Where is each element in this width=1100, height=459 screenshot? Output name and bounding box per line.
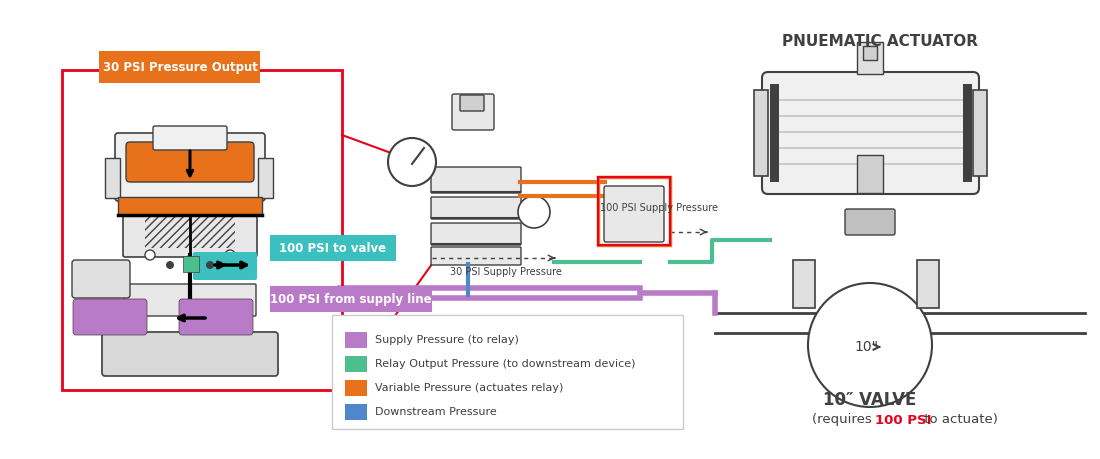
Circle shape bbox=[518, 196, 550, 228]
FancyBboxPatch shape bbox=[460, 95, 484, 111]
Text: Relay Output Pressure (to downstream device): Relay Output Pressure (to downstream dev… bbox=[375, 359, 636, 369]
Text: Supply Pressure (to relay): Supply Pressure (to relay) bbox=[375, 335, 519, 345]
FancyBboxPatch shape bbox=[124, 284, 256, 316]
FancyBboxPatch shape bbox=[179, 299, 253, 335]
FancyBboxPatch shape bbox=[452, 94, 494, 130]
Bar bbox=[145, 216, 235, 248]
Circle shape bbox=[808, 283, 932, 407]
FancyBboxPatch shape bbox=[99, 51, 260, 83]
Bar bbox=[598, 177, 670, 245]
FancyBboxPatch shape bbox=[192, 252, 257, 280]
Text: (requires: (requires bbox=[812, 414, 876, 426]
Bar bbox=[345, 404, 367, 420]
FancyBboxPatch shape bbox=[73, 299, 147, 335]
Text: 30 PSI Pressure Output: 30 PSI Pressure Output bbox=[102, 61, 257, 73]
FancyBboxPatch shape bbox=[431, 223, 521, 245]
FancyBboxPatch shape bbox=[126, 142, 254, 182]
Bar bbox=[962, 84, 972, 182]
Text: 100 PSI Supply Pressure: 100 PSI Supply Pressure bbox=[600, 203, 718, 213]
Text: 10″ VALVE: 10″ VALVE bbox=[823, 391, 916, 409]
Bar bbox=[857, 155, 883, 193]
Bar bbox=[864, 46, 877, 60]
Circle shape bbox=[145, 250, 155, 260]
Text: 100 PSI from supply line: 100 PSI from supply line bbox=[271, 292, 432, 306]
Bar bbox=[118, 197, 262, 215]
Text: to actuate): to actuate) bbox=[920, 414, 998, 426]
Bar bbox=[258, 158, 273, 198]
Circle shape bbox=[226, 250, 235, 260]
FancyBboxPatch shape bbox=[270, 286, 432, 312]
Text: 100 PSI: 100 PSI bbox=[874, 414, 932, 426]
Text: PNUEMATIC ACTUATOR: PNUEMATIC ACTUATOR bbox=[782, 34, 978, 50]
FancyBboxPatch shape bbox=[332, 315, 683, 429]
Bar bbox=[974, 90, 987, 176]
FancyBboxPatch shape bbox=[431, 167, 521, 193]
Circle shape bbox=[388, 138, 436, 186]
Bar bbox=[793, 260, 815, 308]
Bar bbox=[917, 260, 939, 308]
FancyBboxPatch shape bbox=[762, 72, 979, 194]
FancyBboxPatch shape bbox=[845, 209, 895, 235]
FancyBboxPatch shape bbox=[431, 247, 521, 265]
Text: 10": 10" bbox=[854, 340, 878, 354]
FancyBboxPatch shape bbox=[102, 332, 278, 376]
Bar bbox=[62, 70, 342, 390]
Text: Variable Pressure (actuates relay): Variable Pressure (actuates relay) bbox=[375, 383, 563, 393]
FancyBboxPatch shape bbox=[431, 197, 521, 219]
FancyBboxPatch shape bbox=[153, 126, 227, 150]
Circle shape bbox=[166, 261, 174, 269]
Text: 30 PSI Supply Pressure: 30 PSI Supply Pressure bbox=[450, 267, 562, 277]
Bar bbox=[183, 256, 199, 272]
Bar bbox=[598, 177, 670, 245]
Bar bbox=[345, 356, 367, 372]
Bar bbox=[770, 84, 779, 182]
Circle shape bbox=[206, 261, 214, 269]
FancyBboxPatch shape bbox=[116, 133, 265, 201]
Text: 100 PSI to valve: 100 PSI to valve bbox=[279, 241, 386, 254]
FancyBboxPatch shape bbox=[123, 198, 257, 257]
Bar bbox=[857, 42, 883, 74]
Bar bbox=[754, 90, 768, 176]
FancyBboxPatch shape bbox=[270, 235, 396, 261]
Bar bbox=[345, 332, 367, 348]
Text: Downstream Pressure: Downstream Pressure bbox=[375, 407, 497, 417]
Bar bbox=[104, 158, 120, 198]
FancyBboxPatch shape bbox=[72, 260, 130, 298]
Bar bbox=[345, 380, 367, 396]
FancyBboxPatch shape bbox=[604, 186, 664, 242]
